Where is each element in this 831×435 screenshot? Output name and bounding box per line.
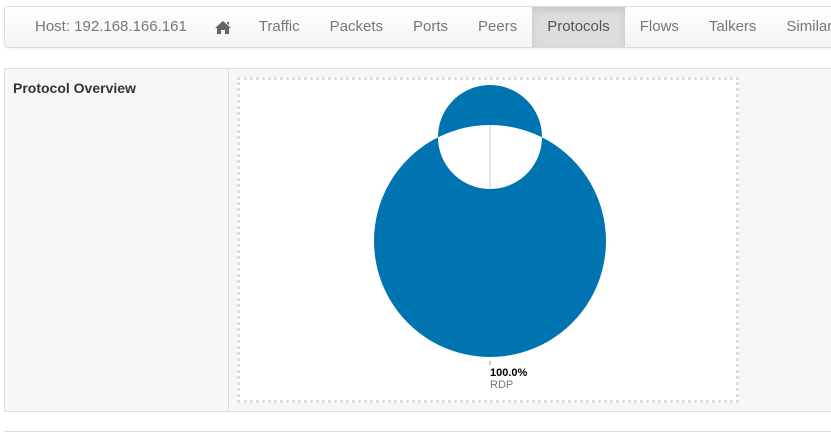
divider	[4, 431, 831, 432]
home-icon	[214, 20, 231, 34]
panel-label-cell: Protocol Overview	[5, 69, 229, 411]
nav-ports[interactable]: Ports	[413, 18, 449, 35]
nav-flows[interactable]: Flows	[639, 18, 679, 35]
panel-title: Protocol Overview	[13, 80, 136, 96]
nav-protocols[interactable]: Protocols	[532, 7, 625, 47]
nav-similarity[interactable]: Similarity	[786, 18, 831, 35]
slice-rdp	[373, 85, 606, 358]
nav-traffic[interactable]: Traffic	[258, 18, 300, 35]
nav-talkers[interactable]: Talkers	[708, 18, 757, 35]
protocol-panel: Protocol Overview 0.0%Other100.0%RDP	[4, 68, 831, 412]
chart-container: 0.0%Other100.0%RDP	[237, 77, 739, 403]
slice-category-label: RDP	[490, 379, 513, 391]
navbar: Host: 192.168.166.161 Traffic Packets Po…	[4, 6, 831, 48]
home-link[interactable]	[202, 7, 244, 47]
host-brand[interactable]: Host: 192.168.166.161	[35, 18, 187, 35]
slice-percent-label: 100.0%	[490, 367, 528, 379]
donut-chart: 0.0%Other100.0%RDP	[373, 85, 606, 391]
nav-packets[interactable]: Packets	[329, 18, 383, 35]
nav-peers[interactable]: Peers	[478, 18, 518, 35]
